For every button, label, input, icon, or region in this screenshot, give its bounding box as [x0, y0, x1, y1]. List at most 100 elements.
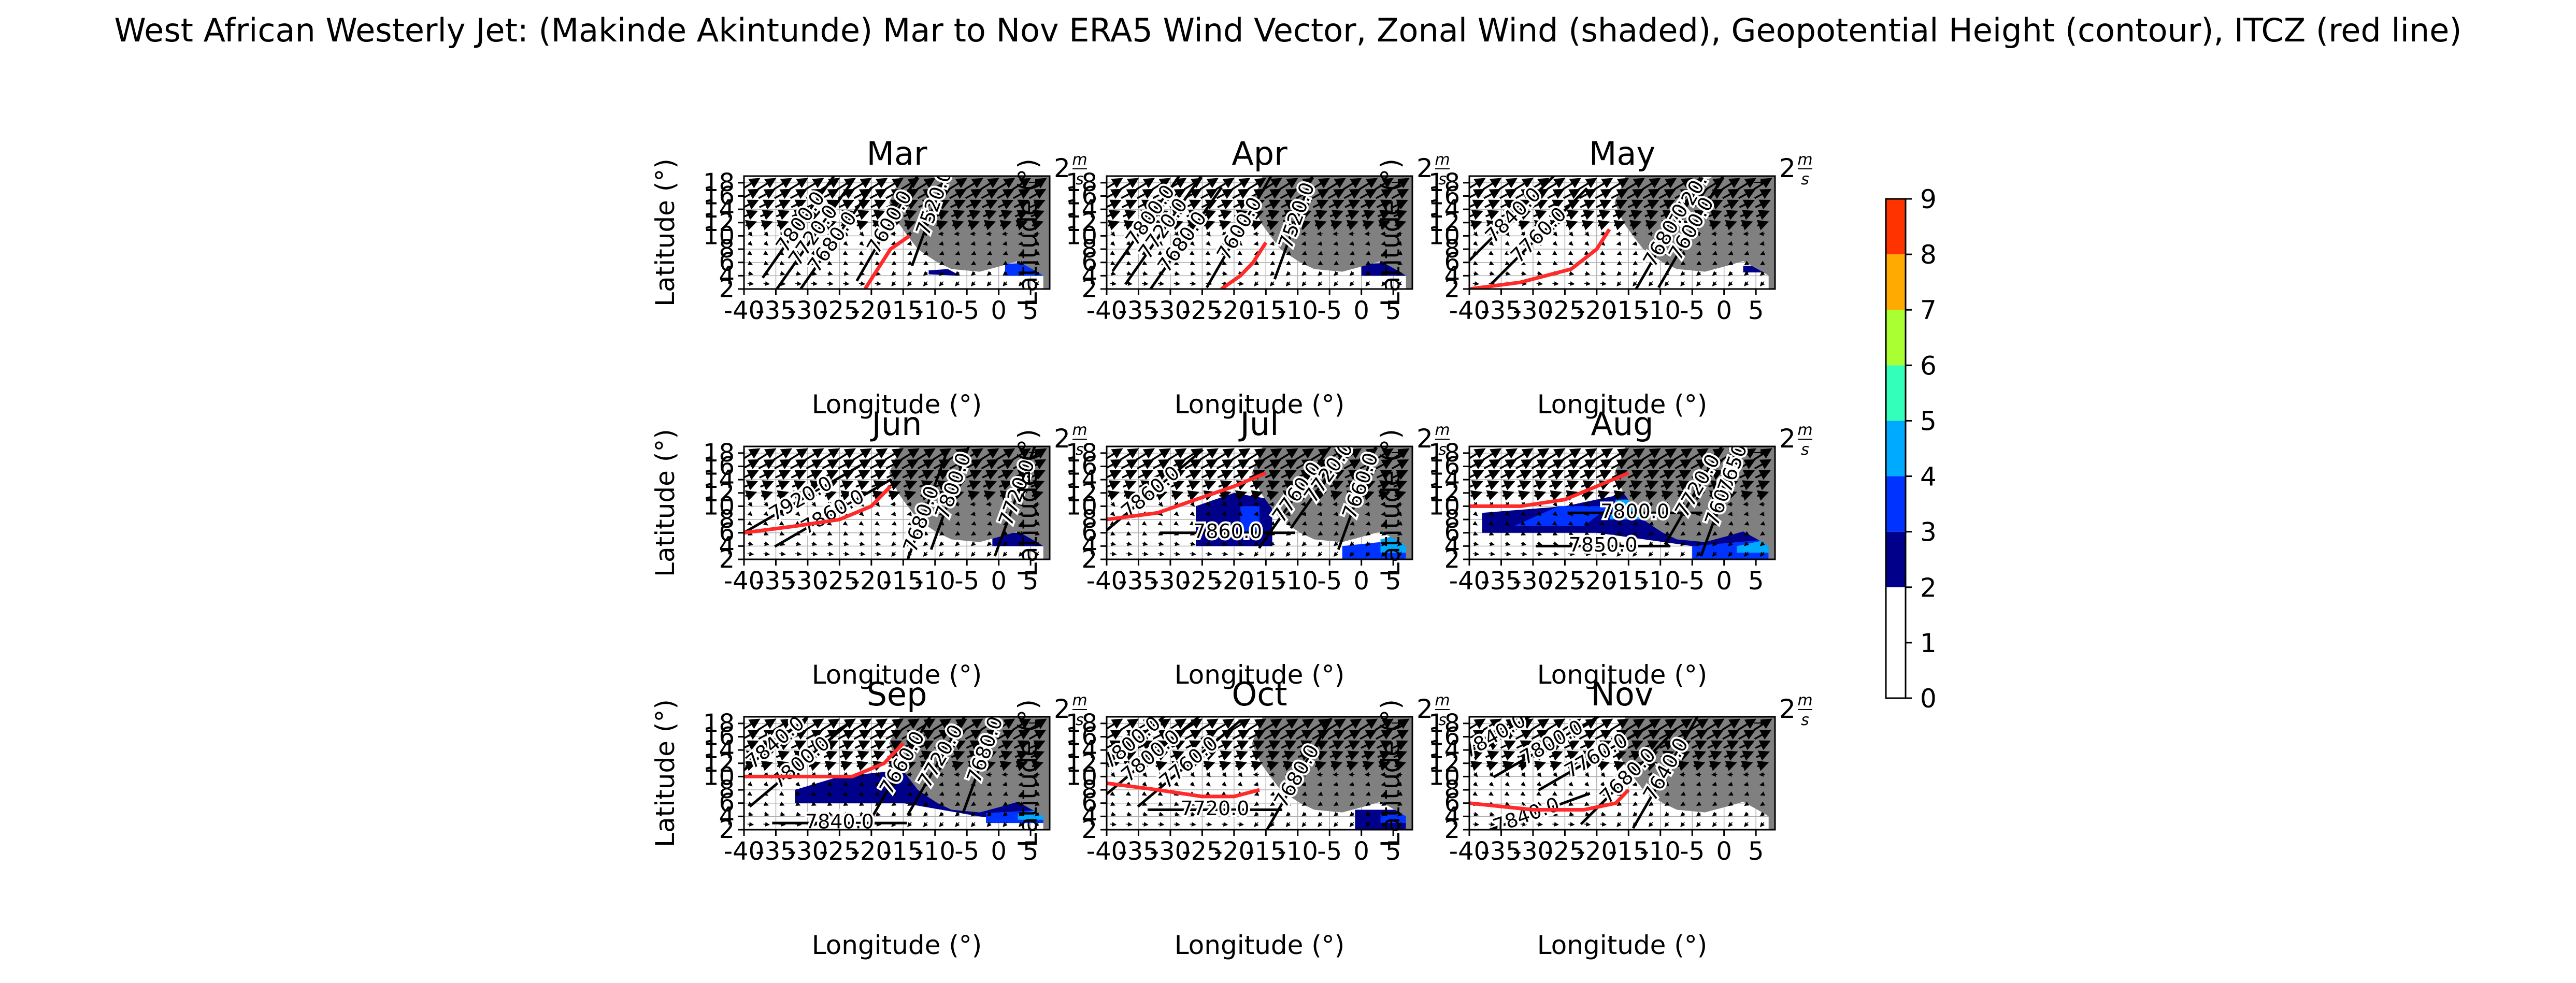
quiver-key-unit-num: m	[1072, 691, 1087, 710]
y-tick-label: 4	[1081, 261, 1097, 290]
wind-arrow	[1610, 178, 1629, 190]
wind-arrow	[1014, 210, 1029, 220]
wind-arrow	[1489, 271, 1495, 276]
wind-arrow	[907, 241, 912, 246]
wind-arrow	[871, 210, 885, 220]
quiver-key-unit-den: s	[1438, 170, 1447, 189]
wind-arrow	[1489, 281, 1496, 286]
y-axis-label: Latitude (°)	[1376, 699, 1406, 847]
wind-arrow	[1327, 178, 1346, 190]
wind-arrow	[1234, 210, 1248, 220]
wind-arrow	[1200, 189, 1218, 199]
height-contours	[1111, 176, 1314, 289]
wind-arrow	[986, 271, 992, 276]
wind-arrow	[859, 261, 865, 265]
wind-arrow	[858, 250, 864, 255]
wind-arrow	[1664, 251, 1670, 255]
wind-arrow	[1376, 199, 1393, 210]
wind-arrow	[1035, 251, 1040, 255]
wind-arrow	[1348, 772, 1355, 777]
wind-arrow	[1365, 251, 1371, 255]
wind-arrow	[1473, 261, 1479, 265]
wind-arrow	[763, 250, 768, 255]
x-tick-label: 5	[1748, 567, 1764, 596]
wind-arrow	[868, 178, 888, 190]
wind-arrow	[1505, 261, 1510, 265]
wind-arrow	[1270, 261, 1276, 265]
wind-arrow	[923, 271, 928, 276]
wind-arrow	[904, 220, 917, 230]
wind-arrow	[1486, 220, 1498, 230]
wind-arrow	[777, 220, 789, 230]
wind-arrow	[1301, 261, 1307, 265]
height-contour	[1111, 176, 1181, 272]
height-contour	[910, 176, 947, 267]
wind-arrow	[1568, 281, 1575, 286]
colorbar-tick-label: 7	[1920, 295, 1937, 325]
quiver-key-unit-num: m	[1435, 151, 1450, 169]
wind-arrow	[1547, 189, 1565, 199]
wind-arrow	[776, 210, 790, 220]
wind-arrow	[1297, 199, 1313, 210]
wind-arrow	[811, 281, 818, 286]
wind-arrow	[1015, 220, 1028, 230]
wind-arrow	[1217, 199, 1233, 210]
wind-arrow	[1142, 281, 1149, 286]
wind-arrow	[949, 189, 967, 199]
wind-arrow	[1190, 241, 1195, 246]
wind-arrow	[1251, 220, 1263, 230]
wind-arrow	[870, 199, 886, 210]
wind-arrow	[1318, 261, 1323, 265]
wind-arrow	[1489, 231, 1494, 237]
wind-arrow	[983, 210, 997, 220]
wind-arrow	[1110, 271, 1117, 276]
wind-arrow	[1203, 220, 1215, 230]
wind-arrow	[986, 251, 992, 255]
wind-arrow	[853, 178, 872, 190]
wind-vectors	[744, 178, 1047, 287]
wind-arrow	[935, 210, 949, 220]
wind-arrow	[1521, 261, 1526, 265]
wind-arrow	[1358, 178, 1378, 190]
wind-arrow	[1381, 261, 1387, 265]
x-tick-label: -35	[755, 296, 796, 325]
wind-arrow	[763, 241, 769, 246]
wind-arrow	[1034, 281, 1040, 287]
colorbar-segment	[1886, 642, 1906, 698]
wind-arrow	[1648, 281, 1654, 287]
wind-arrow	[1318, 251, 1323, 255]
quiver-key-label: 2 ms	[1054, 151, 1087, 189]
wind-arrow	[1349, 281, 1354, 287]
wind-arrow	[1613, 220, 1626, 230]
x-tick-label: -10	[915, 567, 955, 596]
wind-arrow	[1642, 189, 1661, 199]
wind-arrow	[1472, 281, 1480, 286]
wind-arrow	[811, 241, 817, 246]
wind-arrow	[1333, 281, 1339, 287]
wind-arrow	[811, 250, 817, 255]
colorbar-segment	[1886, 531, 1906, 587]
wind-arrow	[903, 210, 918, 220]
x-tick-label: -5	[954, 837, 979, 866]
quiver-key-value: 2	[1416, 153, 1433, 183]
wind-arrow	[792, 210, 806, 220]
wind-arrow	[1218, 210, 1233, 220]
wind-arrow	[1552, 250, 1557, 255]
height-contour	[762, 176, 836, 279]
wind-arrow	[1470, 220, 1483, 230]
colorbar-segment	[1886, 587, 1906, 643]
wind-arrow	[827, 281, 834, 286]
colorbar-tick-label: 2	[1920, 573, 1937, 603]
y-tick-label: 12	[703, 208, 735, 237]
wind-arrow	[1199, 178, 1219, 190]
colorbar-tick-label: 4	[1920, 462, 1937, 492]
wind-arrow	[1301, 241, 1307, 246]
y-axis-label: Latitude (°)	[1013, 699, 1043, 847]
wind-arrow	[1110, 281, 1117, 286]
wind-arrow	[1237, 241, 1243, 246]
wind-arrow	[1328, 199, 1344, 210]
wind-arrow	[1190, 271, 1196, 276]
wind-arrow	[1215, 178, 1235, 190]
wind-arrow	[1397, 281, 1403, 287]
